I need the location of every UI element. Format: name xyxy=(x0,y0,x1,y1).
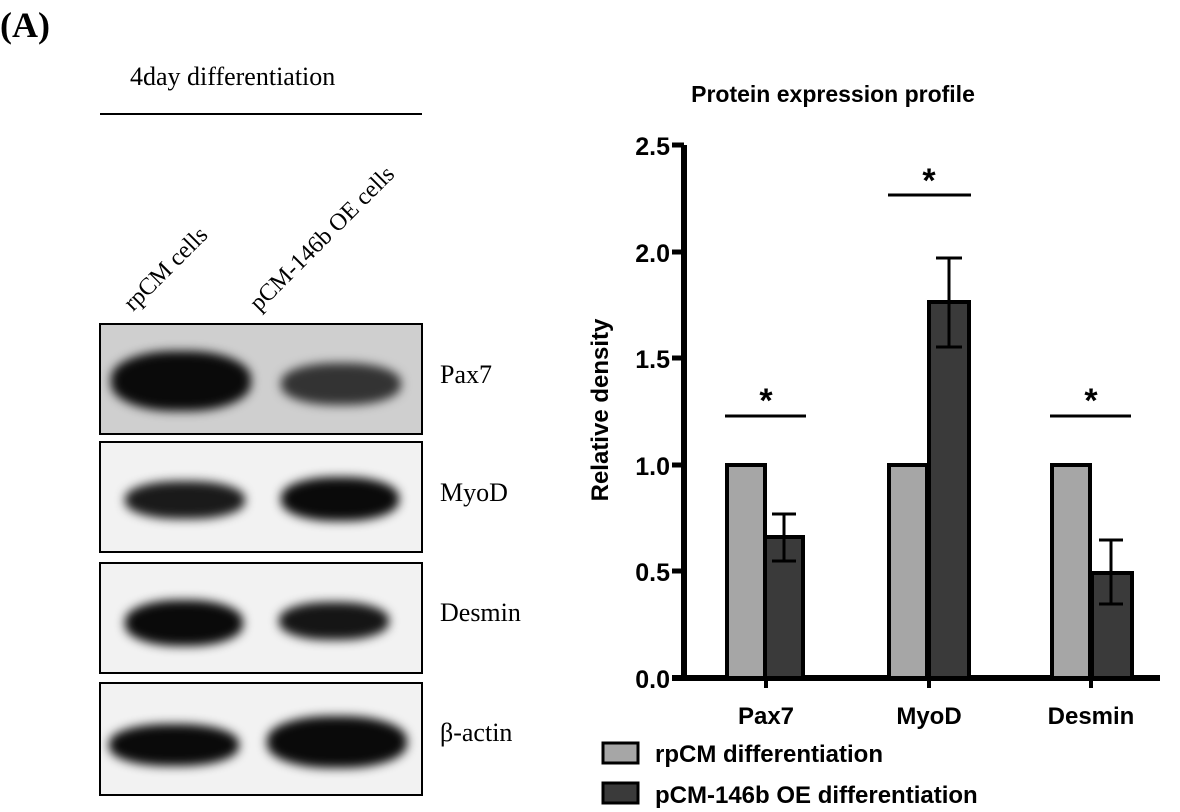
panel-label: (A) xyxy=(0,5,50,45)
svg-text:1.5: 1.5 xyxy=(635,346,670,374)
blot-label-beta-actin: β-actin xyxy=(440,718,513,747)
svg-text:0.0: 0.0 xyxy=(635,666,670,694)
bar-group-pax7: * xyxy=(725,382,806,688)
svg-text:2.5: 2.5 xyxy=(635,133,670,161)
bar-myod-rpcm xyxy=(887,463,929,680)
chart-title: Protein expression profile xyxy=(691,81,975,107)
blot-pax7 xyxy=(99,323,423,435)
legend-swatch-rpcm xyxy=(601,741,640,765)
svg-text:2.0: 2.0 xyxy=(635,240,670,268)
blot-label-myod: MyoD xyxy=(440,478,508,507)
blot-beta-actin xyxy=(99,682,423,796)
blot-label-pax7: Pax7 xyxy=(440,360,492,389)
legend: rpCM differentiation pCM-146b OE differe… xyxy=(601,741,978,809)
legend-label-rpcm: rpCM differentiation xyxy=(655,741,883,768)
y-ticks: 0.0 0.5 1.0 1.5 2.0 2.5 xyxy=(635,133,684,694)
svg-text:1.0: 1.0 xyxy=(635,453,670,481)
svg-text:MyoD: MyoD xyxy=(896,703,961,730)
bar-group-myod: * xyxy=(887,162,971,688)
legend-label-oe: pCM-146b OE differentiation xyxy=(655,782,978,809)
bar-myod-oe xyxy=(927,300,971,680)
svg-text:*: * xyxy=(759,382,773,420)
svg-text:Desmin: Desmin xyxy=(1048,703,1135,730)
y-axis-label: Relative density xyxy=(587,318,614,501)
bar-group-desmin: * xyxy=(1050,382,1134,688)
legend-swatch-oe xyxy=(601,781,640,805)
blot-desmin xyxy=(99,562,423,674)
x-tick-labels: Pax7 MyoD Desmin xyxy=(738,703,1134,730)
svg-text:*: * xyxy=(1084,382,1098,420)
bar-pax7-rpcm xyxy=(725,463,767,680)
svg-text:*: * xyxy=(922,162,936,200)
svg-text:0.5: 0.5 xyxy=(635,559,670,587)
blot-label-desmin: Desmin xyxy=(440,598,521,627)
blot-myod xyxy=(99,441,423,553)
condition-title: 4day differentiation xyxy=(130,62,336,91)
bar-desmin-rpcm xyxy=(1050,463,1092,680)
condition-divider xyxy=(100,113,422,115)
svg-text:Pax7: Pax7 xyxy=(738,703,794,730)
